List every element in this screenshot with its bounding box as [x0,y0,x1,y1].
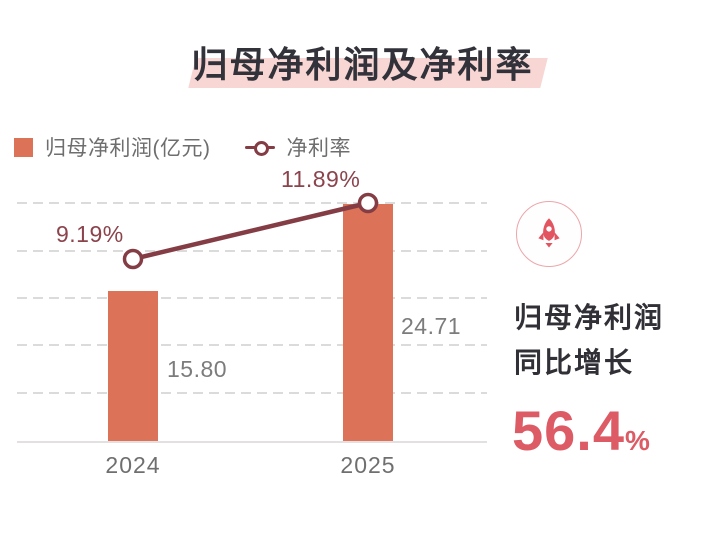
growth-percent-sign: % [625,425,650,456]
legend-item-net-margin: 净利率 [244,132,352,162]
x-axis-label-2024: 2024 [105,452,161,478]
line-segment [132,200,369,262]
x-axis-label-2025: 2025 [340,452,396,478]
gridline-20 [17,250,487,252]
gridline-15 [17,297,487,299]
gridline-25 [17,202,487,204]
bar-2024 [108,291,158,441]
growth-number: 56.4 [512,399,625,462]
line-point-label-2024: 9.19% [56,221,124,247]
rocket-badge [516,201,582,267]
bar-value-label-2025: 24.71 [401,313,462,339]
summary-line2: 同比增长 [514,347,635,378]
page-title: 归母净利润及净利率 [0,36,725,92]
line-marker-icon [244,138,275,157]
line-point-label-2025: 11.89% [281,166,361,192]
net-margin-line-series [122,192,379,270]
bar-value-label-2024: 15.80 [167,356,228,382]
bar-2025 [343,204,393,441]
legend-label-net-profit: 归母净利润(亿元) [45,137,211,160]
legend-label-net-margin: 净利率 [286,137,351,160]
line-point-2025 [357,192,379,214]
title-text: 归母净利润及净利率 [191,44,534,85]
growth-value: 56.4% [512,398,650,463]
gridline-5 [17,392,487,394]
legend-item-net-profit: 归母净利润(亿元) [14,132,211,162]
bar-swatch-icon [14,137,33,157]
gridline-10 [17,344,487,346]
x-axis-line [17,441,487,443]
summary-line1: 归母净利润 [514,302,665,333]
rocket-icon [538,218,560,248]
line-point-2024 [122,248,144,270]
chart-legend: 归母净利润(亿元) 净利率 [14,132,351,162]
